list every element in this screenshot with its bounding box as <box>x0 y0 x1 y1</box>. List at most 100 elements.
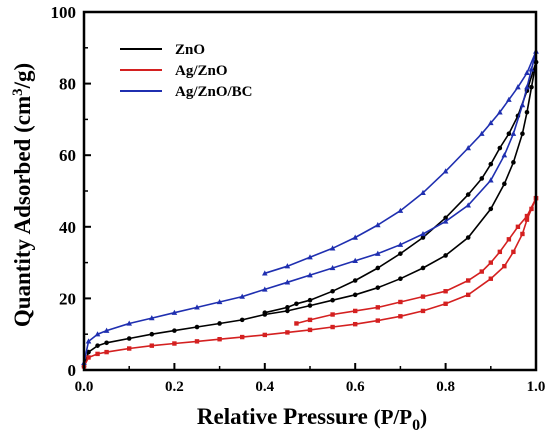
data-point <box>443 301 448 306</box>
data-point <box>95 343 100 348</box>
data-point <box>103 327 110 333</box>
data-point <box>443 253 448 258</box>
data-point <box>397 207 404 213</box>
x-axis-label-ratio: (P/P <box>374 405 413 429</box>
data-point <box>330 312 335 317</box>
data-point <box>172 328 177 333</box>
series-line <box>296 197 537 325</box>
data-point <box>329 245 336 251</box>
data-point <box>524 84 530 90</box>
data-point <box>239 317 245 323</box>
data-point <box>307 297 313 303</box>
data-point <box>294 301 299 307</box>
data-point <box>375 250 381 256</box>
data-point <box>443 289 448 294</box>
plot-frame <box>82 10 538 372</box>
y-tick-label: 20 <box>59 289 76 308</box>
data-point <box>488 206 494 212</box>
data-point <box>86 349 91 355</box>
data-point <box>284 279 291 285</box>
y-tick-label: 80 <box>59 75 76 94</box>
data-point <box>420 294 426 299</box>
data-point <box>465 145 471 151</box>
data-point <box>307 254 313 260</box>
data-point <box>420 308 426 314</box>
y-axis-label-superscript: 3 <box>10 88 26 96</box>
data-point <box>488 177 494 183</box>
data-point <box>126 336 132 341</box>
data-point <box>506 237 512 242</box>
x-axis-label-close: ) <box>420 405 427 429</box>
data-point <box>524 69 530 76</box>
data-point <box>510 130 517 136</box>
data-point <box>479 176 485 181</box>
data-point <box>353 308 358 314</box>
data-point <box>466 278 471 283</box>
data-point <box>126 320 132 326</box>
plot-series <box>81 48 539 369</box>
data-point <box>420 189 426 195</box>
legend: ZnO Ag/ZnO Ag/ZnO/BC <box>120 42 253 100</box>
data-point <box>528 66 535 72</box>
data-point <box>240 334 245 340</box>
data-point <box>502 181 507 187</box>
data-point <box>307 303 313 308</box>
data-point <box>330 288 335 294</box>
data-point <box>104 340 109 346</box>
data-point <box>488 260 493 265</box>
x-tick-label: 0.2 <box>165 379 184 395</box>
data-point <box>375 222 381 228</box>
x-axis-label: Relative Pressure (P/P0) <box>197 404 427 434</box>
data-point <box>285 330 290 335</box>
data-point <box>352 292 358 298</box>
data-point <box>375 318 380 323</box>
data-point <box>262 332 267 338</box>
data-point <box>171 309 178 315</box>
data-point <box>478 130 485 136</box>
data-point <box>511 160 516 165</box>
y-tick-label: 40 <box>59 218 76 237</box>
data-point <box>520 131 525 137</box>
data-point <box>398 299 403 305</box>
data-point <box>502 263 507 269</box>
data-point <box>294 321 299 326</box>
data-point <box>330 324 335 330</box>
y-axis-label: Quantity Adsorbed (cm3/g) <box>10 63 35 327</box>
legend-label: Ag/ZnO/BC <box>175 84 253 100</box>
y-tick-label: 100 <box>51 3 77 22</box>
data-point <box>217 321 222 326</box>
data-point <box>520 231 525 237</box>
data-point <box>488 276 493 281</box>
data-point <box>442 218 449 224</box>
data-point <box>506 96 512 102</box>
data-point <box>307 327 313 333</box>
data-point <box>149 343 154 348</box>
data-point <box>398 276 403 282</box>
data-point <box>330 297 335 303</box>
data-point <box>398 251 403 256</box>
data-point <box>262 286 268 292</box>
data-point <box>352 234 358 240</box>
x-tick-label: 0.0 <box>75 379 94 395</box>
data-point <box>511 249 516 255</box>
data-point <box>375 265 381 271</box>
data-point <box>442 168 449 174</box>
data-point <box>465 235 471 240</box>
data-point <box>149 315 155 321</box>
data-point <box>479 269 484 274</box>
data-point <box>515 84 521 90</box>
legend-label: ZnO <box>175 42 205 58</box>
data-point <box>488 161 494 167</box>
data-point <box>94 331 101 337</box>
data-point <box>420 265 426 271</box>
data-point <box>86 355 91 360</box>
x-axis-label-text: Relative Pressure <box>197 404 374 429</box>
data-point <box>172 341 177 346</box>
data-point <box>262 310 268 316</box>
data-point <box>262 270 268 276</box>
data-point <box>216 298 223 305</box>
data-point <box>194 304 200 310</box>
data-point <box>127 346 132 351</box>
data-point <box>375 285 381 290</box>
data-point <box>95 351 100 357</box>
